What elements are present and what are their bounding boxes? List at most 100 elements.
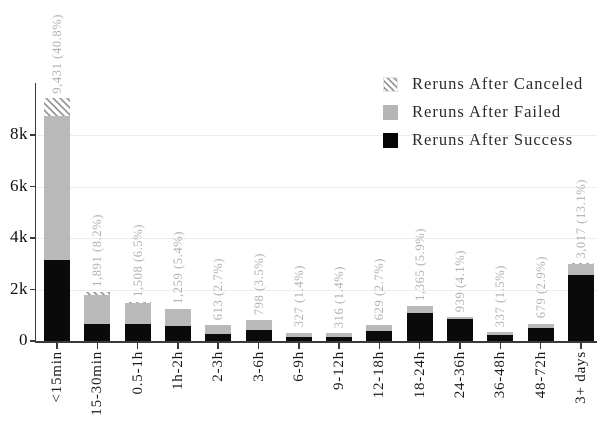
x-tick-mark <box>217 343 219 349</box>
bar-segment-canceled <box>44 98 70 116</box>
bar-value-label: 1,259 (5.4%) <box>170 230 185 304</box>
bar-segment-failed <box>406 305 433 314</box>
bar-segment-success <box>527 327 554 341</box>
black-swatch-icon <box>383 132 398 148</box>
bar-segment-success <box>285 336 312 341</box>
bar-value-label: 1,508 (6.5%) <box>130 224 145 298</box>
bar-segment-canceled <box>164 308 191 310</box>
bar-value-label: 613 (2.7%) <box>211 257 226 321</box>
y-tick-mark <box>30 237 36 239</box>
x-tick-label: 12-18h <box>371 351 388 399</box>
bar-segment-success <box>366 330 393 341</box>
hatch-swatch-icon <box>383 76 398 92</box>
y-tick-mark <box>30 134 36 136</box>
bar-segment-failed <box>366 324 393 331</box>
bar-value-label: 798 (3.5%) <box>251 253 266 316</box>
bar-segment-failed <box>44 115 70 260</box>
y-gridline <box>36 135 597 136</box>
bar-segment-failed <box>245 320 272 330</box>
bar-segment-success <box>205 333 232 341</box>
bar-value-label: 679 (2.9%) <box>533 256 548 319</box>
bar-segment-failed <box>285 332 312 337</box>
x-tick-mark <box>56 343 58 349</box>
bar-segment-failed <box>205 325 232 334</box>
y-gridline <box>36 238 597 239</box>
x-tick-mark <box>96 343 98 349</box>
bar-segment-failed <box>487 332 514 335</box>
bar-segment-success <box>326 337 353 341</box>
bar-segment-success <box>567 275 594 341</box>
x-tick-label: 9-12h <box>331 351 348 390</box>
bar-value-label: 3,017 (13.1%) <box>573 178 588 259</box>
legend-row-success: Reruns After Success <box>383 130 583 150</box>
legend-label-failed: Reruns After Failed <box>412 102 562 121</box>
legend-row-failed: Reruns After Failed <box>383 102 583 122</box>
x-tick-mark <box>338 343 340 349</box>
x-tick-label: 48-72h <box>532 351 549 399</box>
bar-segment-failed <box>84 294 111 325</box>
x-tick-mark <box>257 343 260 349</box>
x-axis-line <box>34 341 597 343</box>
x-tick-label: <15min <box>49 351 65 403</box>
y-tick-label: 8k <box>10 124 28 143</box>
x-tick-label: 36-48h <box>492 351 509 399</box>
y-tick-label: 0 <box>19 330 28 349</box>
bar-segment-success <box>84 324 111 341</box>
x-tick-label: 6-9h <box>290 351 307 382</box>
x-tick-mark <box>459 343 461 349</box>
bar-segment-canceled <box>567 263 594 265</box>
legend-label-success: Reruns After Success <box>412 130 574 149</box>
bar-value-label: 327 (1.4%) <box>291 265 306 328</box>
x-tick-label: 1h-2h <box>169 351 186 390</box>
bar-segment-failed <box>124 303 151 325</box>
bar-value-label: 1,365 (5.9%) <box>412 228 427 301</box>
x-tick-mark <box>499 343 501 349</box>
x-tick-label: 24-36h <box>452 351 468 399</box>
x-tick-label: 3+ days <box>572 351 589 404</box>
x-tick-mark <box>418 343 421 349</box>
bar-segment-failed <box>527 323 554 328</box>
bar-segment-success <box>44 259 70 341</box>
legend-row-canceled: Reruns After Canceled <box>383 74 583 94</box>
bar-value-label: 316 (1.4%) <box>332 265 347 328</box>
bar-segment-failed <box>326 332 353 338</box>
x-tick-label: 3-6h <box>250 351 267 382</box>
x-tick-mark <box>298 343 300 349</box>
x-tick-mark <box>378 343 381 349</box>
x-tick-label: 0.5-1h <box>129 351 146 395</box>
bar-segment-failed <box>447 316 473 320</box>
y-tick-label: 2k <box>10 278 28 298</box>
y-tick-label: 4k <box>10 227 28 246</box>
bar-segment-failed <box>567 264 594 276</box>
bar-segment-success <box>124 324 151 341</box>
x-tick-mark <box>539 343 542 349</box>
y-tick-mark <box>30 288 36 291</box>
x-tick-mark <box>580 343 582 349</box>
x-tick-label: 2-3h <box>210 351 227 382</box>
bar-segment-canceled <box>84 292 111 295</box>
y-tick-label: 6k <box>10 175 28 195</box>
bar-value-label: 1,891 (8.2%) <box>90 214 105 288</box>
bar-value-label: 629 (2.7%) <box>372 257 387 320</box>
bar-segment-failed <box>164 309 191 326</box>
y-gridline <box>36 289 597 291</box>
y-tick-mark <box>30 340 36 342</box>
y-axis-line <box>34 83 37 343</box>
bar-segment-success <box>447 319 473 341</box>
bar-segment-success <box>487 334 514 341</box>
bar-segment-success <box>164 325 191 341</box>
x-tick-mark <box>177 343 179 349</box>
bar-value-label: 939 (4.1%) <box>453 249 467 312</box>
y-gridline <box>36 186 597 188</box>
x-tick-label: 18-24h <box>411 351 428 399</box>
x-tick-label: 15-30min <box>89 351 106 416</box>
bar-segment-success <box>245 329 272 341</box>
legend-label-canceled: Reruns After Canceled <box>412 74 584 93</box>
bar-value-label: 337 (1.5%) <box>493 265 508 328</box>
bar-segment-canceled <box>124 302 151 304</box>
bar-value-label: 9,431 (40.8%) <box>50 13 64 94</box>
x-tick-mark <box>136 343 139 349</box>
y-tick-mark <box>30 185 36 188</box>
bar-segment-success <box>406 313 433 341</box>
